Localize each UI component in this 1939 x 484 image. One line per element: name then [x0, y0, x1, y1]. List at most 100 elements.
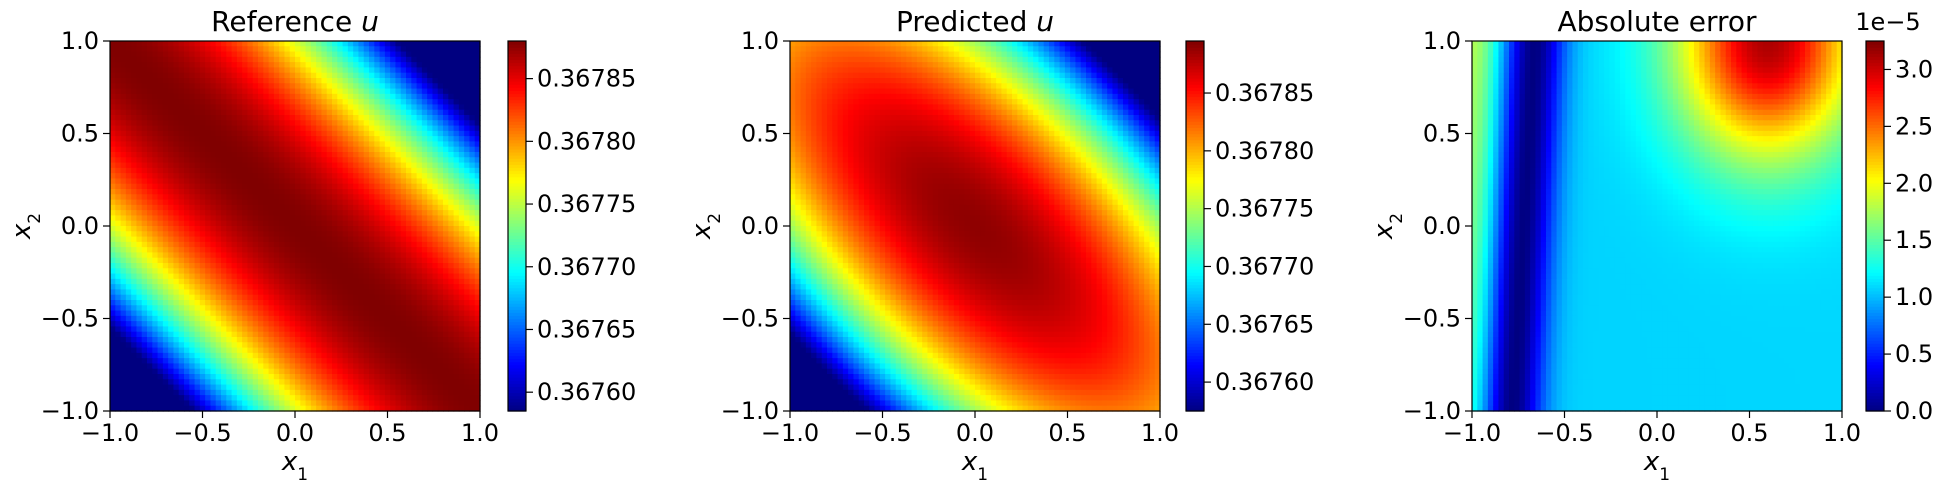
heatmap-cell: [205, 226, 212, 232]
heatmap-cell: [221, 88, 227, 95]
heatmap-cell: [358, 157, 365, 164]
heatmap-cell: [347, 194, 354, 201]
heatmap-cell: [279, 294, 286, 301]
heatmap-cell: [437, 72, 444, 79]
heatmap-cell: [162, 326, 169, 333]
heatmap-cell: [342, 173, 349, 180]
heatmap-cell: [427, 294, 434, 301]
heatmap-cell: [247, 300, 254, 306]
heatmap-cell: [242, 104, 249, 111]
heatmap-cell: [236, 78, 243, 84]
heatmap-cell: [189, 315, 196, 322]
heatmap-cell: [400, 46, 407, 53]
heatmap-cell: [152, 157, 159, 164]
heatmap-cell: [395, 41, 402, 47]
heatmap-cell: [406, 384, 412, 391]
heatmap-cell: [395, 300, 402, 306]
heatmap-cell: [427, 210, 434, 217]
heatmap-cell: [321, 146, 328, 153]
heatmap-cell: [284, 88, 291, 95]
heatmap-cell: [184, 241, 190, 248]
heatmap-cell: [443, 88, 449, 95]
heatmap-cell: [411, 358, 418, 365]
heatmap-cell: [125, 374, 132, 380]
heatmap-cell: [289, 41, 296, 47]
heatmap-cell: [347, 88, 354, 95]
heatmap-cell: [332, 120, 338, 127]
heatmap-cell: [464, 41, 471, 47]
heatmap-cell: [289, 83, 296, 90]
heatmap-cell: [310, 56, 317, 63]
heatmap-cell: [120, 273, 127, 280]
colorbar-segment: [508, 213, 526, 218]
heatmap-cell: [110, 104, 116, 111]
heatmap-cell: [231, 178, 238, 185]
heatmap-cell: [263, 72, 270, 79]
heatmap-cell: [395, 331, 402, 338]
colorbar-segment: [508, 247, 526, 252]
heatmap-cell: [205, 62, 212, 69]
heatmap-cell: [279, 72, 286, 79]
heatmap-cell: [284, 342, 291, 349]
heatmap-cell: [363, 310, 370, 317]
heatmap-cell: [289, 379, 296, 386]
heatmap-cell: [110, 352, 116, 359]
heatmap-cell: [369, 173, 375, 180]
heatmap-cell: [300, 358, 307, 365]
heatmap-cell: [437, 210, 444, 217]
heatmap-cell: [125, 289, 132, 296]
heatmap-cell: [342, 326, 349, 333]
heatmap-cell: [416, 204, 423, 211]
heatmap-cell: [221, 178, 227, 185]
heatmap-cell: [469, 331, 476, 338]
heatmap-cell: [353, 278, 360, 285]
heatmap-cell: [152, 51, 159, 58]
heatmap-cell: [421, 247, 428, 254]
heatmap-cell: [369, 99, 375, 106]
heatmap-cell: [152, 226, 159, 232]
heatmap-cell: [358, 167, 365, 174]
heatmap-cell: [427, 194, 434, 201]
heatmap-cell: [252, 310, 259, 317]
heatmap-cell: [427, 41, 434, 47]
heatmap-cell: [125, 67, 132, 74]
heatmap-cell: [390, 141, 397, 148]
heatmap-cell: [125, 358, 132, 365]
heatmap-cell: [369, 83, 375, 90]
heatmap-cell: [400, 273, 407, 280]
heatmap-cell: [221, 331, 227, 338]
heatmap-cell: [469, 389, 476, 396]
heatmap-cell: [120, 400, 127, 407]
heatmap-cell: [173, 257, 180, 264]
heatmap-cell: [421, 252, 428, 259]
heatmap-cell: [374, 315, 381, 322]
heatmap-cell: [252, 120, 259, 127]
heatmap-cell: [437, 56, 444, 63]
heatmap-cell: [358, 278, 365, 285]
heatmap-cell: [469, 152, 476, 158]
heatmap-cell: [474, 220, 481, 227]
heatmap-cell: [284, 310, 291, 317]
heatmap-cell: [268, 130, 275, 137]
heatmap-cell: [236, 395, 243, 402]
heatmap-cell: [258, 368, 264, 375]
heatmap-cell: [342, 363, 349, 370]
heatmap-cell: [157, 294, 164, 301]
heatmap-cell: [453, 136, 460, 143]
heatmap-cell: [300, 342, 307, 349]
heatmap-cell: [400, 78, 407, 84]
heatmap-cell: [268, 231, 275, 238]
heatmap-cell: [347, 109, 354, 116]
heatmap-cell: [358, 342, 365, 349]
x-tick-label: −1.0: [81, 419, 139, 447]
heatmap-cell: [411, 136, 418, 143]
heatmap-cell: [464, 125, 471, 132]
heatmap-cell: [110, 220, 116, 227]
heatmap-cell: [120, 305, 127, 312]
heatmap-cell: [236, 289, 243, 296]
heatmap-cell: [342, 167, 349, 174]
heatmap-cell: [305, 93, 312, 100]
heatmap-cell: [157, 72, 164, 79]
heatmap-cell: [173, 194, 180, 201]
heatmap-cell: [347, 395, 354, 402]
